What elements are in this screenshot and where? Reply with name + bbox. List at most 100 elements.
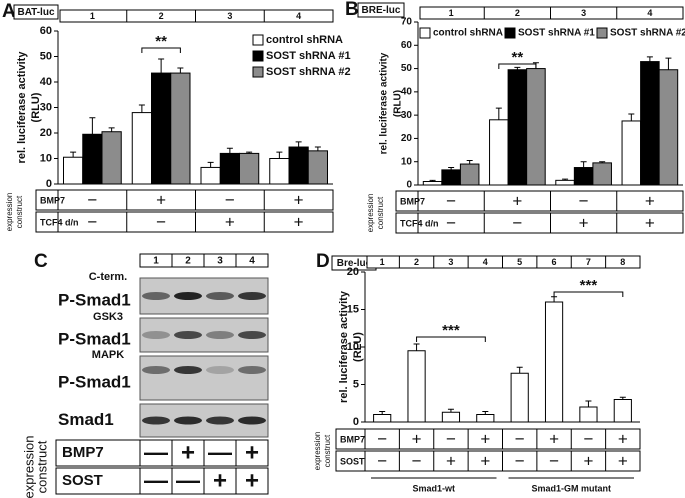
y-axis-label: rel. luciferase activity — [16, 51, 28, 164]
lane-header — [419, 6, 684, 20]
blot-band — [174, 331, 202, 339]
bar — [288, 146, 309, 185]
blot-band — [238, 366, 266, 374]
bar — [573, 167, 594, 186]
y-axis-label: rel. luciferase activity — [338, 290, 350, 403]
blot-band — [174, 366, 202, 374]
y-axis-label: rel. luciferase activity — [379, 52, 390, 154]
condition-sign: + — [225, 212, 235, 231]
condition-sign: − — [515, 429, 525, 448]
blot-sublabel: GSK3 — [93, 311, 123, 323]
y-tick-label: 10 — [347, 341, 359, 353]
lane-number: 3 — [448, 257, 453, 267]
condition-label: BMP7 — [62, 444, 104, 461]
condition-sign: − — [377, 429, 387, 448]
significance-label: *** — [580, 277, 598, 294]
condition-row — [395, 212, 684, 234]
legend-swatch — [596, 27, 608, 39]
bar — [239, 152, 260, 185]
condition-sign: + — [618, 451, 628, 470]
condition-sign: − — [446, 191, 456, 210]
side-label: expression — [366, 194, 375, 233]
condition-sign: — — [176, 467, 200, 494]
condition-row — [335, 428, 641, 450]
error-bar — [89, 117, 96, 135]
bar — [219, 152, 240, 185]
y-tick-label: 60 — [401, 40, 413, 51]
side-label: construct — [15, 195, 24, 228]
lane-number: 2 — [515, 8, 520, 18]
y-tick-label: 0 — [46, 178, 52, 190]
error-bar — [551, 296, 558, 302]
error-bar — [295, 141, 302, 148]
blot-label: P-Smad1 — [58, 372, 131, 391]
legend-swatch — [252, 50, 264, 62]
panel-label: A — [2, 1, 16, 22]
legend-label: SOST shRNA #1 — [266, 50, 351, 62]
condition-sign: + — [480, 451, 490, 470]
bar — [592, 162, 612, 186]
side-label: construct — [34, 440, 49, 493]
error-bar — [158, 58, 165, 74]
error-bar — [207, 161, 214, 168]
bar — [579, 406, 598, 423]
y-tick-label: 0 — [353, 416, 359, 428]
significance-bracket — [553, 291, 624, 297]
legend-label: control shRNA — [266, 34, 343, 46]
condition-sign: − — [156, 212, 166, 231]
bar — [269, 158, 290, 185]
bar — [200, 166, 221, 185]
y-tick-label: 40 — [40, 76, 52, 88]
lane-number: 4 — [296, 11, 301, 21]
condition-sign: + — [294, 190, 304, 209]
y-axis-label: (RLU) — [393, 90, 404, 117]
group-label: Smad1-GM mutant — [531, 483, 611, 493]
lane-number: 4 — [483, 257, 488, 267]
error-bar — [70, 151, 77, 158]
condition-sign: − — [446, 429, 456, 448]
lane-header — [366, 255, 641, 269]
bar — [151, 72, 172, 185]
error-bar — [276, 151, 283, 159]
reporter-label: BAT-luc — [17, 7, 54, 18]
bar — [459, 163, 480, 186]
legend-label: SOST shRNA #1 — [518, 28, 595, 39]
bar — [373, 414, 392, 423]
condition-sign: − — [549, 451, 559, 470]
bar — [526, 68, 546, 186]
blot-band — [206, 366, 234, 374]
condition-sign: + — [446, 451, 456, 470]
lane-header — [59, 9, 334, 23]
error-bar — [628, 113, 635, 121]
blot-band — [206, 292, 234, 300]
lane-number: 2 — [414, 257, 419, 267]
blot-band — [142, 331, 170, 339]
error-bar — [516, 366, 523, 374]
error-bar — [646, 56, 653, 62]
lane-number: 2 — [185, 256, 191, 267]
condition-sign: + — [549, 429, 559, 448]
bar — [555, 179, 575, 186]
significance-bracket — [416, 336, 486, 342]
blot-band — [206, 331, 234, 339]
y-axis-label: (RLU) — [352, 332, 364, 362]
legend-label: control shRNA — [433, 28, 503, 39]
error-bar — [138, 104, 145, 113]
lane-number: 3 — [217, 256, 223, 267]
condition-sign: − — [225, 190, 235, 209]
condition-sign: + — [645, 213, 655, 232]
lane-number: 3 — [227, 11, 232, 21]
condition-sign: − — [583, 429, 593, 448]
condition-label: SOST — [340, 456, 365, 466]
y-tick-label: 10 — [40, 152, 52, 164]
significance-label: ** — [512, 49, 524, 66]
bar — [170, 72, 191, 185]
condition-sign: − — [512, 213, 522, 232]
legend-swatch — [252, 66, 264, 78]
lane-number: 1 — [153, 256, 159, 267]
lane-number: 2 — [159, 11, 164, 21]
error-bar — [665, 57, 672, 70]
side-label: construct — [323, 434, 332, 467]
condition-sign: + — [645, 191, 655, 210]
blot-band — [142, 416, 170, 425]
